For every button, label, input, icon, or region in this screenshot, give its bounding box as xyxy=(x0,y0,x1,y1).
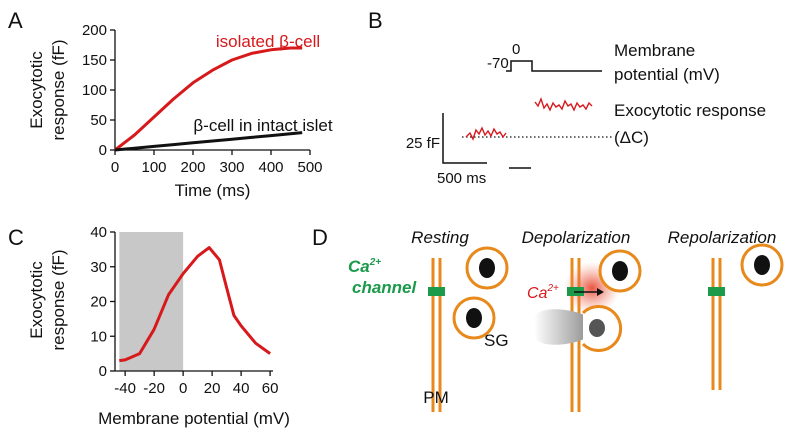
response-trace xyxy=(465,126,507,141)
y-axis-label: Exocytotic xyxy=(27,261,46,339)
channel-label: channel xyxy=(352,278,418,297)
holding-potential: -70 xyxy=(487,55,509,72)
column-title: Repolarization xyxy=(668,228,777,247)
channel-label-base: Ca xyxy=(348,257,370,276)
x-tick-label: -20 xyxy=(143,380,165,397)
channel-label: Ca2+ xyxy=(348,257,381,276)
x-tick-label: -40 xyxy=(114,380,136,397)
ion-label-base: Ca xyxy=(527,285,548,302)
y-tick-label: 0 xyxy=(99,363,107,380)
membrane-label: PM xyxy=(423,388,449,407)
x-tick-label: 200 xyxy=(180,159,205,176)
x-axis-label: Time (ms) xyxy=(175,181,251,200)
x-tick-label: 60 xyxy=(262,380,279,397)
y-axis-label: Exocytotic xyxy=(27,51,46,129)
ion-label-sup: 2+ xyxy=(546,283,559,294)
y-tick-label: 200 xyxy=(82,22,107,39)
panel-letter: C xyxy=(8,225,24,250)
x-tick-label: 0 xyxy=(111,159,119,176)
series-label: β-cell in intact islet xyxy=(193,116,332,135)
y-tick-label: 20 xyxy=(90,294,107,311)
panel-b: B -70 0 Membrane potential (mV) Exocytot… xyxy=(368,8,766,187)
granule-label: SG xyxy=(484,331,509,350)
response-trace xyxy=(534,97,593,112)
line-series xyxy=(119,246,271,363)
y-tick-label: 150 xyxy=(82,52,107,69)
ion-arrow-head xyxy=(597,288,604,296)
y-tick-label: 40 xyxy=(90,224,107,241)
x-tick-label: 20 xyxy=(204,380,221,397)
y-tick-label: 30 xyxy=(90,259,107,276)
voltage-label: potential (mV) xyxy=(614,65,720,84)
panel-letter: B xyxy=(368,8,383,33)
y-tick-label: 10 xyxy=(90,328,107,345)
x-tick-label: 0 xyxy=(179,380,187,397)
step-potential: 0 xyxy=(512,41,520,58)
column-title: Depolarization xyxy=(522,228,631,247)
x-axis-label: Membrane potential (mV) xyxy=(98,409,290,428)
panel-letter: A xyxy=(8,8,23,33)
x-tick-label: 400 xyxy=(258,159,283,176)
y-axis-label: response (fF) xyxy=(49,39,68,140)
line-series xyxy=(114,46,303,152)
ion-label: Ca2+ xyxy=(527,283,559,302)
channel-label-sup: 2+ xyxy=(369,257,382,268)
y-tick-label: 0 xyxy=(99,142,107,159)
scale-y: 25 fF xyxy=(406,135,440,152)
panel-letter: D xyxy=(312,225,328,250)
x-tick-label: 500 xyxy=(297,159,322,176)
granule-core xyxy=(466,255,770,337)
shaded-region xyxy=(119,232,184,371)
x-tick-label: 100 xyxy=(141,159,166,176)
series-label: isolated β-cell xyxy=(216,32,320,51)
voltage-label: Membrane xyxy=(614,41,695,60)
scale-bar xyxy=(442,113,487,164)
voltage-trace xyxy=(506,60,602,72)
x-tick-label: 300 xyxy=(219,159,244,176)
x-tick-label: 40 xyxy=(233,380,250,397)
scale-x: 500 ms xyxy=(437,170,486,187)
panel-d: D Resting Depolarization Repolarization … xyxy=(312,225,784,412)
line-series xyxy=(114,131,303,152)
response-label: Exocytotic response xyxy=(614,101,766,120)
response-label: (ΔC) xyxy=(614,128,649,147)
y-axis-label: response (fF) xyxy=(49,249,68,350)
y-tick-label: 50 xyxy=(90,112,107,129)
column-title: Resting xyxy=(411,228,469,247)
y-tick-label: 100 xyxy=(82,82,107,99)
